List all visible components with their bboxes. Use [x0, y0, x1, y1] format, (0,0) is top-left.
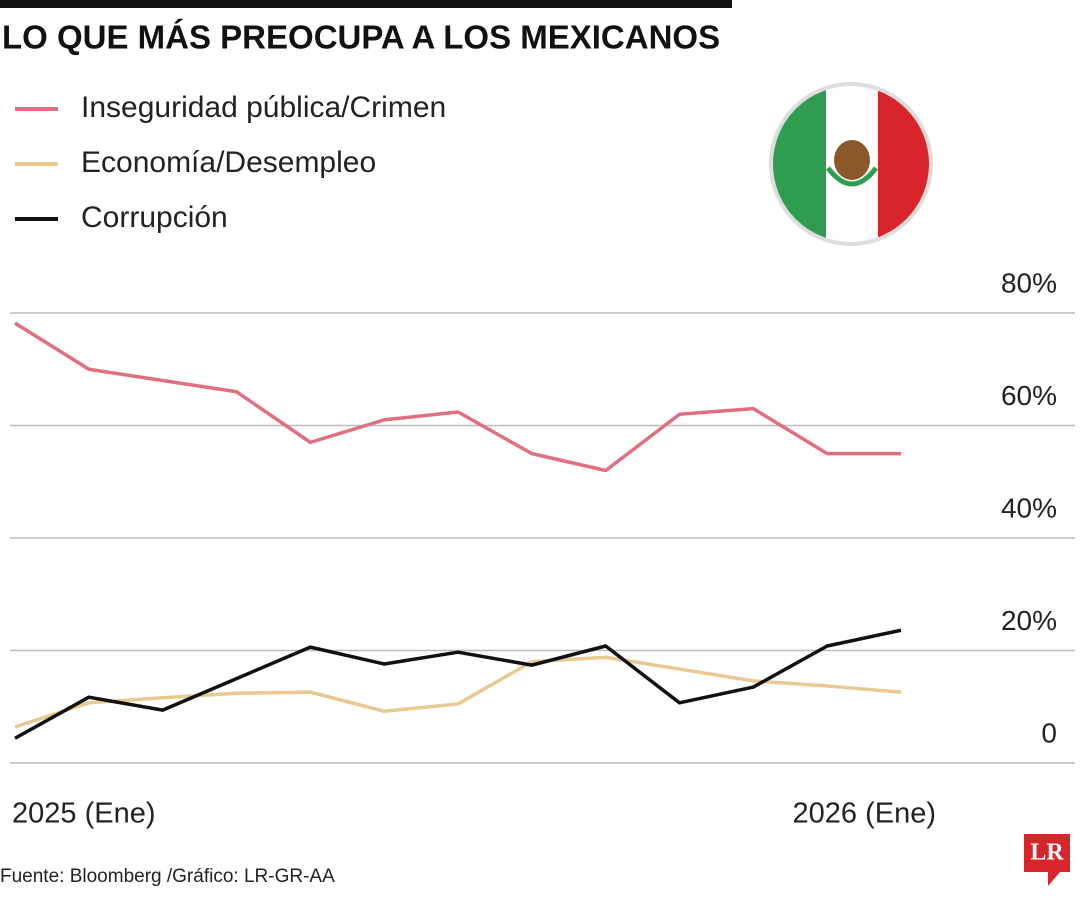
series-line	[14, 628, 902, 740]
series-line	[14, 655, 902, 729]
chart-title: LO QUE MÁS PREOCUPA A LOS MEXICANOS	[2, 19, 720, 56]
legend-label: Economía/Desempleo	[81, 146, 376, 179]
y-tick-label: 60%	[1001, 380, 1057, 411]
flag-icon	[769, 82, 933, 246]
source: Fuente: Bloomberg /Gráfico: LR-GR-AA	[0, 866, 335, 887]
y-tick-label: 20%	[1001, 605, 1057, 636]
x-tick-label: 2026 (Ene)	[793, 798, 937, 830]
series-line	[14, 321, 901, 473]
y-tick-label: 80%	[1001, 267, 1057, 298]
y-tick-label: 40%	[1001, 492, 1057, 523]
logo: LR	[1024, 834, 1070, 886]
legend-label: Corrupción	[81, 201, 228, 234]
title-bar	[0, 0, 732, 8]
y-tick-label: 0	[1041, 717, 1057, 748]
logo-text: LR	[1030, 840, 1064, 866]
x-tick-label: 2025 (Ene)	[12, 798, 156, 830]
legend-label: Inseguridad pública/Crimen	[81, 91, 446, 124]
